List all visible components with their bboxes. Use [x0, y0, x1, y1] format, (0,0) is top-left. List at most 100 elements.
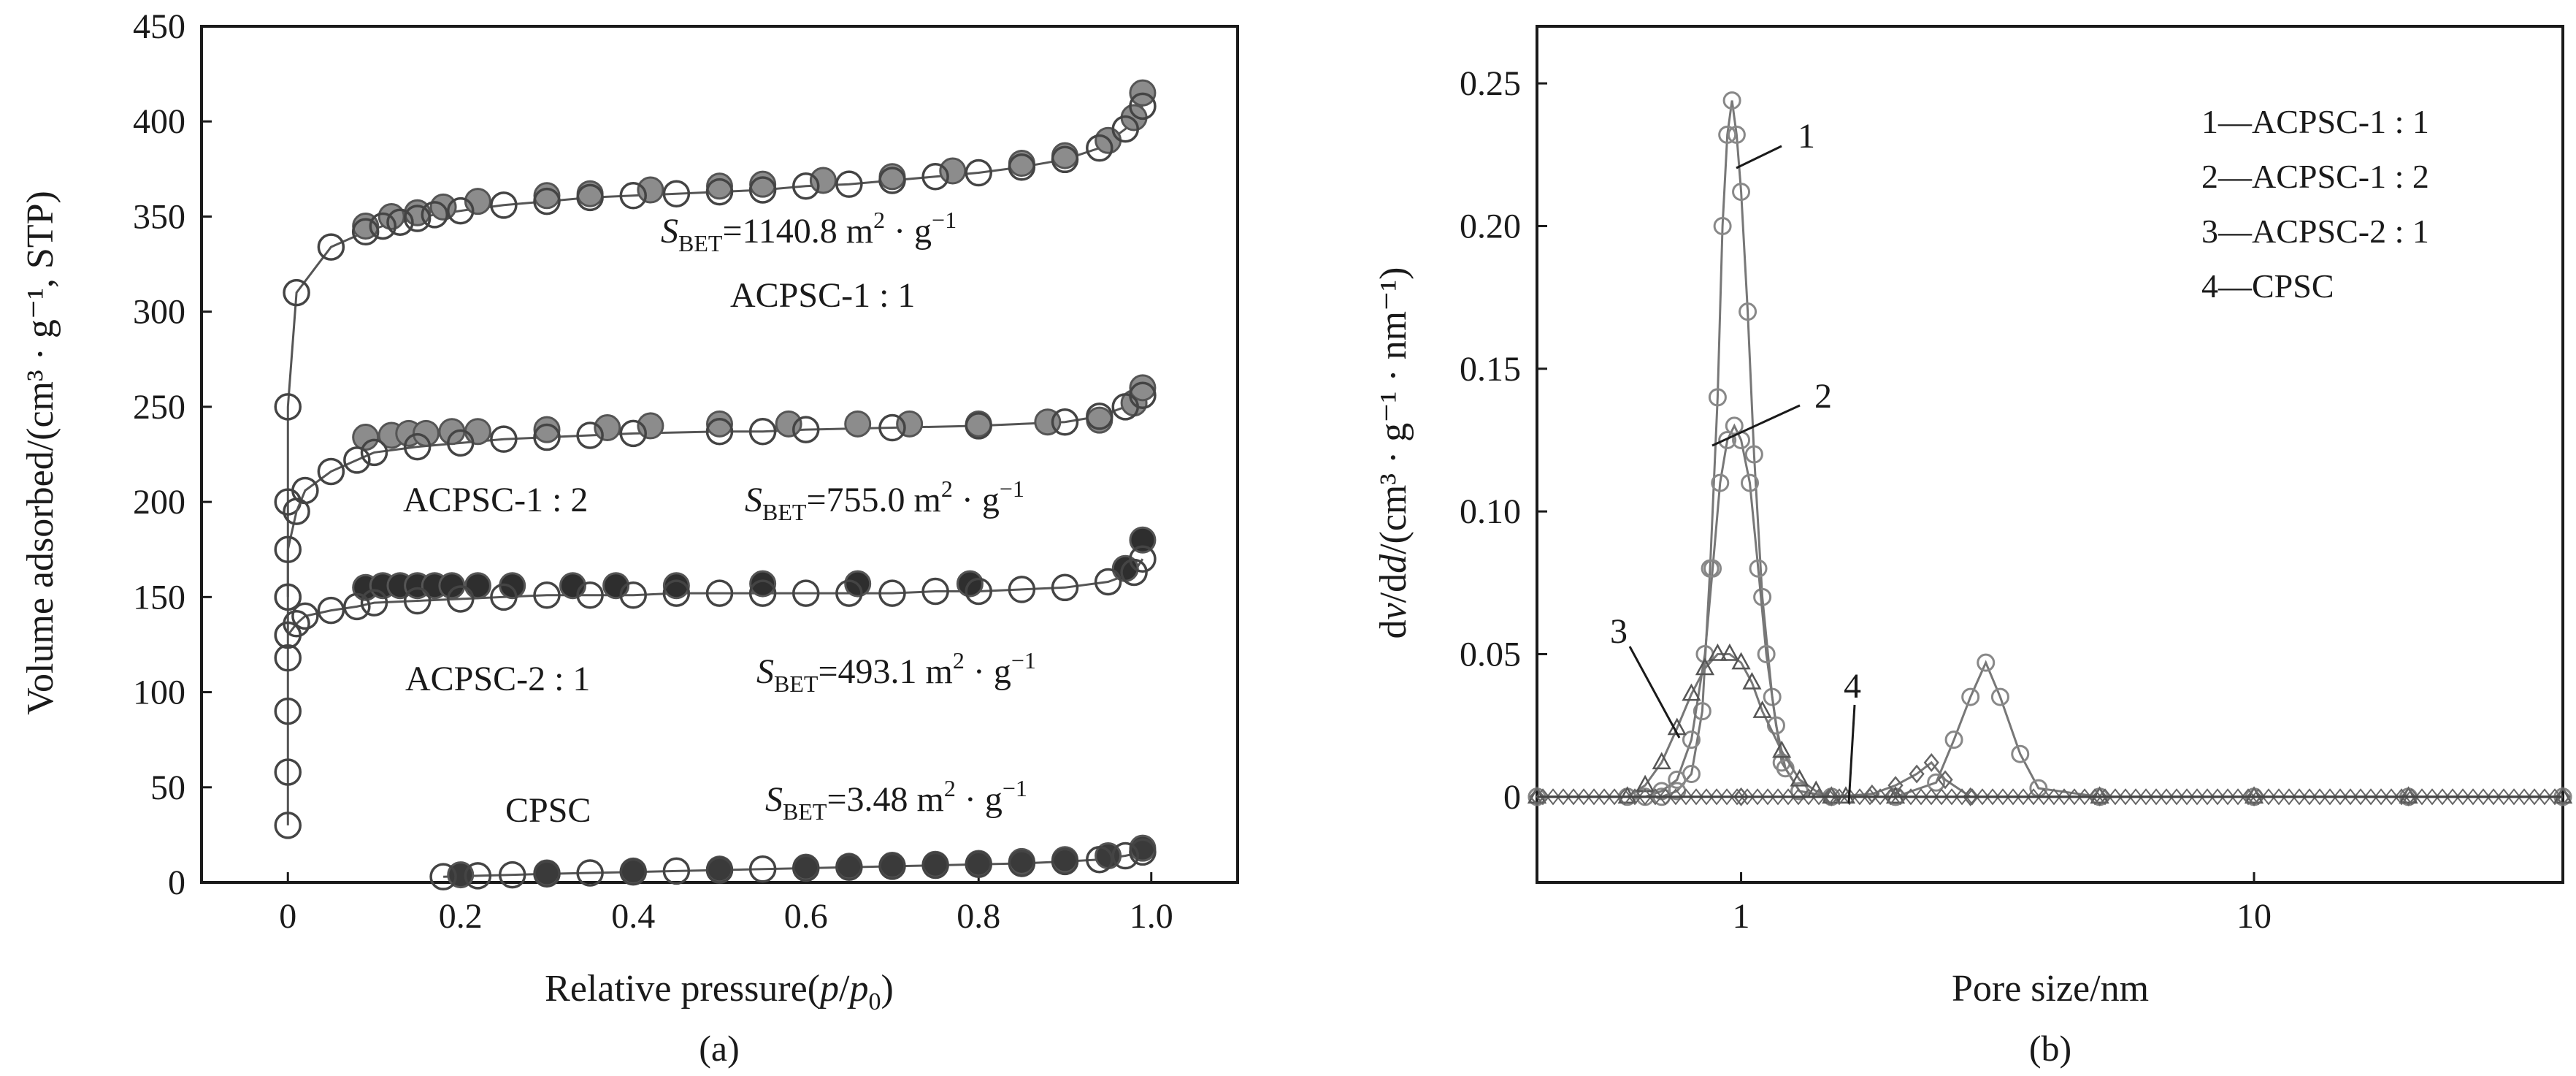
adsorption-point-cpsc	[792, 854, 820, 882]
adsorption-point-cpsc	[429, 863, 457, 890]
adsorption-point-acpsc-2-1	[360, 589, 388, 617]
baseline-marker	[1955, 788, 1969, 806]
baseline-marker	[2364, 788, 2378, 806]
adsorption-point-cpsc	[1111, 842, 1140, 870]
data-point-2-acpsc-1-2	[1961, 687, 1980, 706]
data-point-3-acpsc-2-1	[2090, 786, 2109, 804]
data-point-2-acpsc-1-2	[1990, 687, 2009, 706]
adsorption-point-acpsc-1-2	[1051, 408, 1079, 436]
data-point-2-acpsc-1-2	[1757, 644, 1776, 663]
baseline-marker	[1638, 788, 1652, 806]
adsorption-point-cpsc	[1129, 838, 1157, 866]
callout-4: 4	[1844, 667, 1861, 706]
data-point-1-acpsc-1-1	[1722, 91, 1741, 110]
adsorption-point-acpsc-1-1	[921, 163, 949, 191]
data-point-2-acpsc-1-2	[1741, 473, 1760, 492]
adsorption-point-cpsc	[498, 861, 526, 889]
baseline-marker	[2537, 788, 2552, 806]
baseline-marker	[1852, 788, 1867, 806]
data-point-1-acpsc-1-1	[1708, 388, 1727, 407]
baseline-marker	[2292, 788, 2307, 806]
baseline-marker	[2036, 788, 2051, 806]
data-point-1-acpsc-1-1	[1727, 125, 1746, 144]
baseline-marker	[2098, 788, 2112, 806]
adsorption-point-acpsc-1-1	[1008, 153, 1036, 181]
adsorption-point-cpsc	[921, 851, 949, 880]
baseline-marker	[1781, 788, 1795, 806]
baseline-marker	[2312, 788, 2327, 806]
adsorption-point-acpsc-1-1	[1086, 134, 1113, 162]
callout-line-3	[1628, 646, 1681, 739]
data-point-2-acpsc-1-2	[1944, 730, 1963, 749]
panel-a-y-tick-label: 200	[133, 483, 185, 522]
adsorption-point-acpsc-2-1	[619, 581, 647, 609]
baseline-marker	[2190, 788, 2204, 806]
desorption-point-acpsc-1-2	[896, 410, 924, 438]
baseline-marker	[2496, 788, 2511, 806]
adsorption-point-acpsc-1-2	[1086, 402, 1113, 430]
baseline-marker	[2077, 788, 2092, 806]
baseline-marker	[1730, 788, 1744, 806]
baseline-marker	[1576, 788, 1591, 806]
panel-a-x-tick-label: 0.4	[611, 897, 655, 936]
adsorption-point-acpsc-2-1	[792, 579, 820, 607]
series-line-2-acpsc-1-2	[1537, 423, 2563, 798]
baseline-marker	[2180, 788, 2194, 806]
adsorption-point-acpsc-1-1	[576, 183, 604, 212]
adsorption-point-acpsc-1-2	[1129, 381, 1157, 410]
data-point-4-cpsc	[1923, 752, 1939, 772]
data-point-3-acpsc-2-1	[1772, 740, 1792, 758]
adsorption-point-cpsc	[464, 862, 492, 890]
adsorption-point-cpsc	[619, 858, 647, 886]
desorption-point-cpsc	[1008, 847, 1035, 875]
panel-a-x-tick-label: 0	[279, 897, 296, 936]
baseline-marker	[1720, 788, 1734, 806]
adsorption-point-acpsc-1-2	[619, 419, 647, 448]
adsorption-point-acpsc-1-1	[283, 278, 310, 307]
adsorption-point-acpsc-1-1	[533, 187, 561, 215]
adsorption-point-acpsc-2-1	[1051, 573, 1079, 602]
adsorption-point-cpsc	[662, 857, 691, 885]
data-point-1-acpsc-1-1	[1693, 702, 1711, 721]
desorption-point-acpsc-1-1	[637, 176, 664, 204]
adsorption-point-acpsc-1-1	[1129, 92, 1157, 121]
adsorption-point-acpsc-2-1	[748, 579, 777, 607]
baseline-marker	[1791, 788, 1806, 806]
series-cpsc	[429, 834, 1157, 890]
adsorption-point-acpsc-1-2	[965, 412, 992, 440]
baseline-marker	[2333, 788, 2347, 806]
baseline-marker	[2404, 788, 2419, 806]
baseline-marker	[1546, 788, 1560, 806]
baseline-marker	[1965, 788, 1979, 806]
panel-a-isotherm-chart: 0 0.2 0.4 0.6 0.8 1.0 0 50 100 150 200 250 300 350 400…	[20, 7, 1239, 1069]
adsorption-point-acpsc-1-1	[965, 159, 992, 187]
baseline-marker	[1679, 788, 1693, 806]
baseline-marker	[2343, 788, 2358, 806]
baseline-marker	[2445, 788, 2460, 806]
adsorption-point-acpsc-1-1	[386, 208, 414, 237]
legend-item-4: 4—CPSC	[2201, 267, 2334, 305]
data-point-2-acpsc-1-2	[2011, 744, 2030, 763]
adsorption-point-acpsc-1-1	[705, 178, 734, 206]
baseline-marker	[2394, 788, 2409, 806]
adsorption-point-acpsc-1-1	[403, 205, 432, 232]
baseline-marker	[1536, 788, 1550, 806]
adsorption-point-acpsc-2-1	[576, 581, 604, 609]
baseline-marker	[2139, 788, 2153, 806]
baseline-marker	[1607, 788, 1622, 806]
baseline-marker	[2374, 788, 2388, 806]
series-line-acpsc-2-1	[286, 558, 1144, 825]
baseline-marker	[1975, 788, 1990, 806]
annotation-sbet-acpsc-1-2: SBET=755.0 m2 · g−1	[745, 476, 1024, 525]
callout-3: 3	[1610, 612, 1628, 651]
baseline-marker	[2507, 788, 2521, 806]
adsorption-point-acpsc-1-1	[351, 218, 380, 246]
desorption-point-acpsc-1-2	[1129, 374, 1157, 402]
baseline-marker	[1883, 788, 1898, 806]
baseline-marker	[1904, 788, 1918, 806]
baseline-marker	[1842, 788, 1857, 806]
baseline-marker	[2353, 788, 2368, 806]
data-point-3-acpsc-2-1	[1636, 774, 1655, 793]
panel-a-x-tick-label: 1.0	[1130, 897, 1173, 936]
